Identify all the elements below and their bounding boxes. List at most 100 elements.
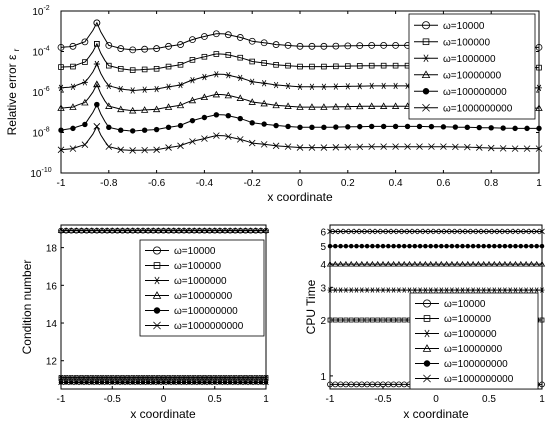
data-point: [93, 19, 101, 27]
data-point: [153, 65, 160, 72]
data-point: [533, 260, 540, 267]
data-point: [201, 114, 208, 121]
data-point: [296, 144, 304, 151]
legend-marker: [421, 21, 430, 30]
data-point: [338, 243, 343, 249]
data-point: [475, 144, 483, 151]
data-point: [379, 102, 388, 109]
data-point: [427, 228, 434, 235]
data-point: [81, 38, 89, 46]
legend-label: ω=10000000: [444, 344, 503, 355]
data-point: [89, 374, 95, 381]
data-point: [475, 228, 482, 235]
data-point: [392, 42, 400, 49]
data-point: [78, 227, 85, 234]
legend-item: ω=1000000000: [145, 321, 244, 332]
data-point: [222, 374, 228, 381]
data-point: [470, 287, 476, 293]
data-point: [69, 83, 76, 91]
data-point: [368, 62, 375, 69]
y-tick-label: 10-6: [32, 86, 49, 99]
data-point: [58, 84, 64, 92]
data-point: [380, 143, 387, 150]
legend-marker: [423, 360, 431, 367]
x-tick-label: -1: [57, 178, 66, 189]
y-axis-label: Relative error ε r: [5, 48, 21, 135]
data-point: [196, 227, 203, 234]
data-point: [189, 76, 196, 84]
data-point: [354, 317, 359, 323]
data-point: [486, 228, 492, 235]
data-point: [189, 36, 196, 44]
legend-marker: [422, 88, 430, 95]
data-point: [145, 374, 151, 381]
data-point: [196, 379, 203, 386]
data-point: [401, 228, 407, 235]
data-point: [117, 85, 124, 93]
data-point: [343, 317, 349, 323]
data-point: [260, 141, 268, 148]
series: [327, 228, 545, 235]
condition-number-chart: -1 -0.5 0 0.5 1 12 14 16 18 Condition number x …: [20, 224, 269, 421]
data-point: [155, 374, 161, 381]
data-point: [308, 83, 315, 91]
data-point: [369, 123, 375, 130]
y-axis-label: Condition number: [20, 260, 34, 355]
data-point: [357, 123, 363, 130]
data-point: [84, 374, 90, 381]
data-point: [354, 287, 359, 293]
data-point: [380, 228, 386, 235]
data-point: [534, 287, 540, 293]
data-point: [237, 379, 244, 386]
data-point: [392, 82, 399, 90]
legend-marker: [422, 54, 430, 63]
data-point: [73, 379, 80, 386]
data-point: [105, 102, 113, 109]
data-point: [68, 227, 75, 234]
data-point: [524, 125, 530, 132]
data-point: [285, 123, 291, 130]
data-point: [368, 42, 376, 49]
data-point: [539, 243, 545, 249]
data-point: [496, 260, 503, 267]
data-point: [332, 228, 339, 235]
x-tick-label: -0.5: [374, 394, 392, 405]
data-point: [428, 143, 435, 150]
data-point: [502, 228, 508, 235]
data-point: [140, 379, 146, 386]
data-point: [81, 98, 89, 106]
legend-item: ω=10000000: [415, 344, 503, 355]
data-point: [93, 80, 101, 88]
data-point: [81, 141, 89, 148]
data-point: [404, 123, 411, 130]
data-point: [232, 379, 239, 386]
x-tick-label: -0.6: [148, 178, 166, 189]
data-point: [396, 317, 402, 323]
data-point: [369, 317, 375, 323]
data-point: [465, 228, 471, 235]
data-point: [539, 287, 545, 293]
data-point: [344, 63, 351, 69]
x-tick-label: 0.6: [436, 178, 450, 189]
legend-label: ω=1000000000: [443, 103, 513, 114]
data-point: [444, 243, 449, 249]
series: [327, 287, 545, 293]
y-tick-label: 6: [320, 227, 326, 238]
legend-label: ω=100000000: [444, 359, 508, 370]
data-point: [176, 101, 185, 109]
data-point: [247, 227, 254, 234]
data-point: [165, 83, 172, 91]
data-point: [476, 243, 481, 249]
cpu-time-chart: -1 -0.5 0 0.5 1 1 2 3 4 5 6 CPU Time x coordinate…: [304, 224, 545, 421]
data-point: [417, 243, 423, 249]
legend-label: ω=10000: [444, 299, 486, 310]
relative-error-chart: -1 -0.8 -0.6 -0.4 -0.2 0 0.2 0.4 0.6 0.8 1 10-2 10-…: [5, 5, 543, 204]
data-point: [332, 83, 339, 90]
data-point: [185, 227, 193, 234]
data-point: [528, 260, 535, 267]
data-point: [368, 82, 375, 90]
data-point: [106, 124, 112, 131]
data-point: [145, 379, 151, 386]
data-point: [452, 124, 459, 130]
data-point: [212, 30, 220, 38]
